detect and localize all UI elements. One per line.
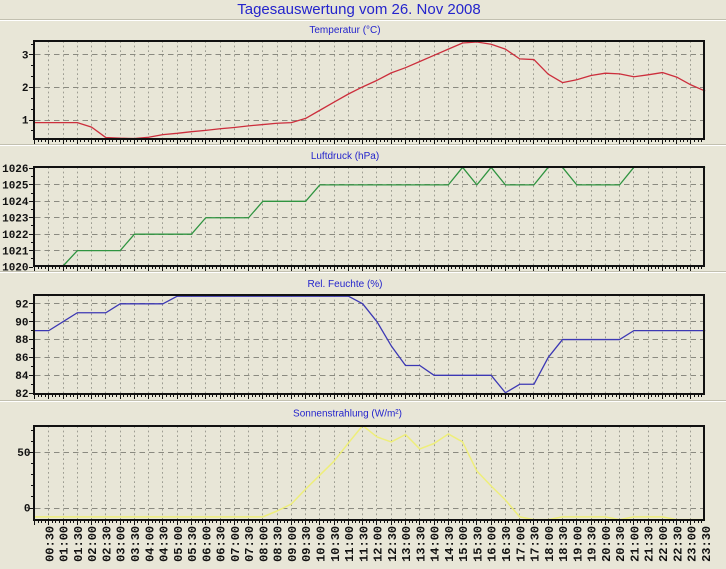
svg-text:1023: 1023 <box>2 213 29 225</box>
svg-text:13:00: 13:00 <box>400 526 414 562</box>
svg-text:04:30: 04:30 <box>158 526 172 562</box>
svg-text:88: 88 <box>15 335 29 347</box>
svg-text:92: 92 <box>15 299 28 311</box>
svg-text:0: 0 <box>24 504 31 516</box>
svg-text:Luftdruck (hPa): Luftdruck (hPa) <box>311 151 379 162</box>
svg-text:1020: 1020 <box>2 263 28 275</box>
svg-text:21:00: 21:00 <box>628 526 642 562</box>
svg-text:17:00: 17:00 <box>514 526 528 562</box>
svg-text:23:00: 23:00 <box>686 526 700 562</box>
svg-text:3: 3 <box>22 51 29 63</box>
svg-text:08:00: 08:00 <box>257 526 271 562</box>
svg-text:06:30: 06:30 <box>215 526 229 562</box>
svg-text:21:30: 21:30 <box>643 526 657 562</box>
svg-text:Rel. Feuchte (%): Rel. Feuchte (%) <box>307 279 382 290</box>
svg-text:10:30: 10:30 <box>329 526 343 562</box>
svg-text:01:30: 01:30 <box>72 526 86 562</box>
svg-text:18:30: 18:30 <box>557 526 571 562</box>
svg-text:84: 84 <box>15 371 29 383</box>
svg-text:17:30: 17:30 <box>529 526 543 562</box>
svg-text:90: 90 <box>15 317 28 329</box>
svg-text:06:00: 06:00 <box>200 526 214 562</box>
svg-text:20:00: 20:00 <box>600 526 614 562</box>
svg-text:1: 1 <box>22 116 29 128</box>
svg-text:1025: 1025 <box>2 180 29 192</box>
svg-text:Temperatur (°C): Temperatur (°C) <box>309 25 380 36</box>
svg-text:19:30: 19:30 <box>586 526 600 562</box>
svg-text:15:00: 15:00 <box>457 526 471 562</box>
svg-text:02:00: 02:00 <box>86 526 100 562</box>
svg-text:05:30: 05:30 <box>186 526 200 562</box>
svg-text:13:30: 13:30 <box>414 526 428 562</box>
svg-text:82: 82 <box>15 389 28 401</box>
svg-text:12:30: 12:30 <box>386 526 400 562</box>
svg-text:19:00: 19:00 <box>571 526 585 562</box>
svg-text:04:00: 04:00 <box>143 526 157 562</box>
svg-text:22:00: 22:00 <box>657 526 671 562</box>
svg-text:02:30: 02:30 <box>100 526 114 562</box>
svg-text:15:30: 15:30 <box>471 526 485 562</box>
svg-text:11:30: 11:30 <box>357 526 371 562</box>
svg-text:08:30: 08:30 <box>272 526 286 562</box>
svg-text:1022: 1022 <box>2 230 28 242</box>
svg-text:07:00: 07:00 <box>229 526 243 562</box>
svg-text:Tagesauswertung vom 26. Nov 20: Tagesauswertung vom 26. Nov 2008 <box>237 1 480 18</box>
svg-text:09:30: 09:30 <box>300 526 314 562</box>
svg-text:22:30: 22:30 <box>671 526 685 562</box>
svg-text:09:00: 09:00 <box>286 526 300 562</box>
svg-text:16:00: 16:00 <box>486 526 500 562</box>
svg-text:00:30: 00:30 <box>43 526 57 562</box>
svg-text:10:00: 10:00 <box>315 526 329 562</box>
svg-text:16:30: 16:30 <box>500 526 514 562</box>
svg-text:50: 50 <box>17 448 30 460</box>
svg-text:23:30: 23:30 <box>700 526 714 562</box>
svg-text:18:00: 18:00 <box>543 526 557 562</box>
svg-text:03:30: 03:30 <box>129 526 143 562</box>
svg-text:07:30: 07:30 <box>243 526 257 562</box>
svg-text:03:00: 03:00 <box>115 526 129 562</box>
svg-text:14:00: 14:00 <box>429 526 443 562</box>
svg-text:2: 2 <box>22 83 29 95</box>
svg-text:1024: 1024 <box>2 197 29 209</box>
svg-text:1021: 1021 <box>2 246 29 258</box>
svg-text:20:30: 20:30 <box>614 526 628 562</box>
svg-text:12:00: 12:00 <box>372 526 386 562</box>
svg-text:Sonnenstrahlung (W/m²): Sonnenstrahlung (W/m²) <box>293 409 402 420</box>
svg-text:14:30: 14:30 <box>443 526 457 562</box>
svg-text:86: 86 <box>15 353 28 365</box>
svg-text:11:00: 11:00 <box>343 526 357 562</box>
svg-text:01:00: 01:00 <box>58 526 72 562</box>
svg-text:1026: 1026 <box>2 164 28 176</box>
svg-text:05:00: 05:00 <box>172 526 186 562</box>
